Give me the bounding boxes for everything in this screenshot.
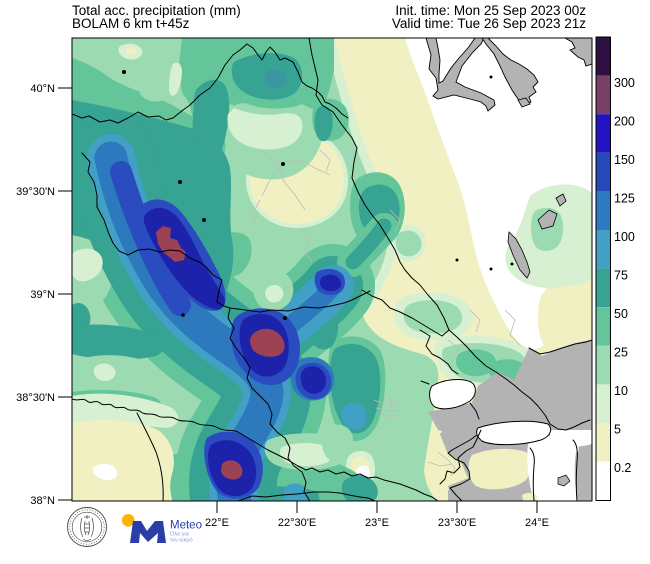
- svg-text:5: 5: [614, 423, 621, 437]
- svg-text:40°N: 40°N: [30, 83, 55, 95]
- svg-text:125: 125: [614, 192, 635, 206]
- svg-text:Όλα για: Όλα για: [169, 532, 190, 538]
- svg-text:24°E: 24°E: [525, 517, 549, 529]
- svg-text:150: 150: [614, 153, 635, 167]
- svg-text:Init. time: Mon 25 Sep 2023 00: Init. time: Mon 25 Sep 2023 00z: [395, 3, 586, 18]
- svg-text:39°N: 39°N: [30, 289, 55, 301]
- svg-text:0.2: 0.2: [614, 461, 631, 475]
- svg-text:38°30'N: 38°30'N: [16, 392, 55, 404]
- svg-text:200: 200: [614, 115, 635, 129]
- svg-text:Total acc. precipitation (mm): Total acc. precipitation (mm): [72, 3, 241, 18]
- svg-text:23°30'E: 23°30'E: [438, 517, 476, 529]
- svg-text:38°N: 38°N: [30, 495, 55, 507]
- svg-text:100: 100: [614, 230, 635, 244]
- svg-text:75: 75: [614, 269, 628, 283]
- svg-text:300: 300: [614, 76, 635, 90]
- svg-text:Meteo: Meteo: [170, 520, 202, 532]
- svg-text:50: 50: [614, 307, 628, 321]
- svg-text:23°E: 23°E: [365, 517, 389, 529]
- svg-text:τον καιρό: τον καιρό: [170, 537, 193, 544]
- svg-text:10: 10: [614, 384, 628, 398]
- svg-text:39°30'N: 39°30'N: [16, 186, 55, 198]
- svg-text:Valid time: Tue 26 Sep 2023 21: Valid time: Tue 26 Sep 2023 21z: [392, 16, 586, 31]
- svg-text:25: 25: [614, 346, 628, 360]
- svg-text:22°30'E: 22°30'E: [278, 517, 316, 529]
- svg-text:22°E: 22°E: [205, 517, 229, 529]
- svg-text:BOLAM 6 km t+45z: BOLAM 6 km t+45z: [72, 16, 190, 31]
